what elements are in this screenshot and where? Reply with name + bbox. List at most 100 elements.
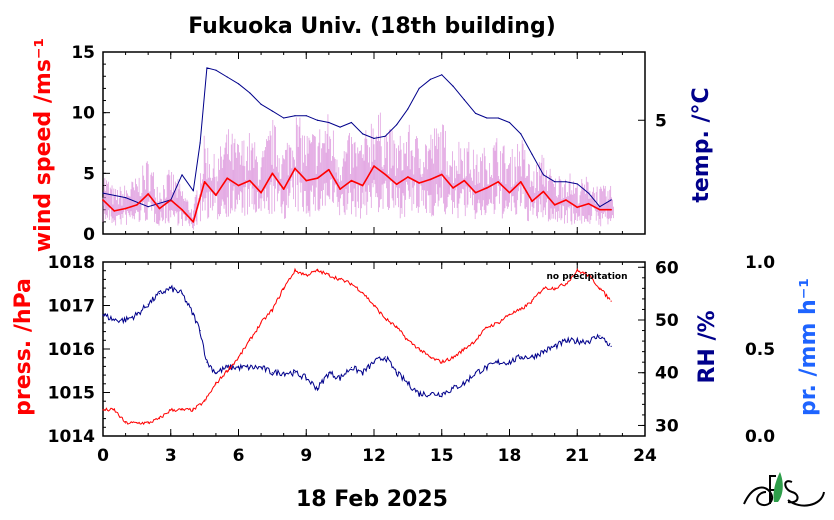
pressure-point [395,326,398,328]
pressure-point [554,287,556,289]
temperature-point [350,121,353,124]
wind-speed-point [350,179,353,182]
wind-speed-point [316,177,319,179]
temperature-point [147,206,149,208]
pressure-point [441,361,443,363]
pressure-axis-label: press. /hPa [11,278,36,416]
wind-speed-point [373,165,375,167]
rh-point [497,361,499,363]
pressure-point [599,287,601,289]
pressure-point [463,348,465,350]
rh-point [305,377,307,379]
rh-point [576,340,578,342]
rh-point [192,314,194,316]
temperature-point [542,174,544,176]
temperature-point [497,117,499,119]
rh-point [113,319,115,321]
rh-point [384,356,386,358]
pressure-point [497,322,499,324]
x-tick-label: 18 [498,446,522,466]
pressure-point [508,313,511,315]
wind-speed-point [576,206,579,209]
x-tick-label: 12 [362,446,386,466]
rh-point [206,361,208,363]
wind-speed-point [136,204,138,206]
rh-point [124,319,127,321]
rh-point [407,382,409,384]
wind-speed-point [440,173,443,176]
wind-speed-point [181,208,183,211]
x-tick-label: 6 [233,446,245,466]
rh-point [520,356,522,358]
y-left-tick-label: 0 [83,225,95,245]
wind-speed-point [497,181,500,183]
rh-point [181,293,183,295]
rh-point [339,377,341,379]
y-left-tick-label: 1016 [48,340,95,360]
rh-point [587,340,590,342]
wind-speed-point [418,182,420,184]
temperature-point [587,192,590,194]
wind-speed-point [565,199,567,201]
temperature-point [283,117,285,119]
pressure-point [237,357,240,359]
pressure-point [271,309,273,311]
pressure-point [328,274,330,276]
wind-speed-point [599,208,601,211]
wind-speed-point [203,181,206,183]
temperature-point [486,117,488,119]
wind-speed-point [486,187,488,189]
precip-tick-label: 0.5 [745,340,775,360]
pressure-point [226,370,228,372]
rh-axis-label: RH /% [695,310,720,383]
pressure-point [350,283,353,285]
rh-point [350,366,353,369]
temperature-point [206,67,208,69]
wind-speed-point [248,179,251,182]
temperature-point [305,115,307,117]
wind-speed-point [271,172,274,175]
rh-point [565,340,567,342]
x-tick-label: 9 [300,446,312,466]
wind-speed-point [113,210,116,212]
temperature-point [237,83,240,85]
pressure-point [215,383,217,385]
temperature-point [520,133,522,135]
temperature-point [226,76,228,78]
wind-speed-point [508,191,511,194]
wind-speed-point [610,208,612,211]
rh-point [294,372,296,374]
org-logo [743,472,825,507]
wind-speed-point [226,177,229,179]
rh-point [158,293,161,295]
pressure-point [204,400,206,402]
y-left-tick-label: 1015 [48,384,95,404]
pressure-point [305,274,307,276]
pressure-point [520,309,522,311]
temperature-point [170,199,172,201]
pressure-point [136,422,138,424]
wind-speed-point [553,204,556,206]
temperature-point [508,121,511,124]
temperature-point [531,153,533,155]
pressure-point [294,270,296,272]
precip-axis-label: pr. /mm h⁻¹ [796,278,821,416]
pressure-point [192,409,194,411]
wind-speed-point [429,178,432,181]
pressure-point [283,287,285,289]
y-left-tick-label: 5 [83,164,95,184]
wind-speed-point [192,221,195,223]
y-left-tick-label: 1018 [48,253,95,273]
temperature-point [610,199,612,201]
temperature-point [294,115,296,117]
wind-speed-point [452,187,454,189]
pressure-point [113,409,115,411]
temperature-point [124,197,127,199]
temperature-point [441,74,443,76]
wind-speed-point [587,202,590,205]
pressure-point [610,300,612,302]
wind-speed-point [237,184,240,187]
rh-point [610,345,612,347]
pressure-point [260,322,262,324]
